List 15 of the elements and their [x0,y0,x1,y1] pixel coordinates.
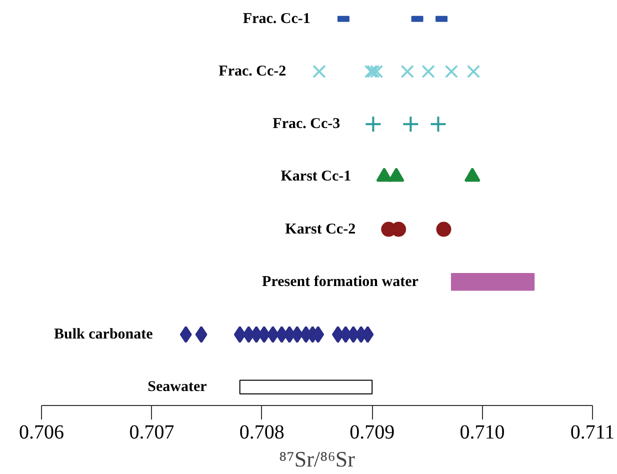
y-tick-label: Bulk carbonate [54,326,154,342]
y-tick-label: Frac. Cc-2 [218,64,286,80]
y-tick-label: Karst Cc-2 [285,221,356,238]
x-tick-label: 0.707 [129,422,174,444]
x-tick-label: 0.711 [570,422,615,444]
x-axis-title: ⁸⁷Sr/⁸⁶Sr [279,446,356,472]
x-tick-label: 0.709 [350,422,395,444]
y-tick-label: Seawater [148,379,208,396]
x-tick-label: 0.710 [460,422,505,444]
y-tick-label: Frac. Cc-3 [272,116,340,132]
x-tick-label: 0.706 [19,422,64,444]
x-tick-label: 0.708 [239,422,284,444]
y-tick-label: Frac. Cc-1 [242,10,310,27]
y-tick-label: Present formation water [262,274,419,290]
y-tick-label: Karst Cc-1 [280,168,352,185]
